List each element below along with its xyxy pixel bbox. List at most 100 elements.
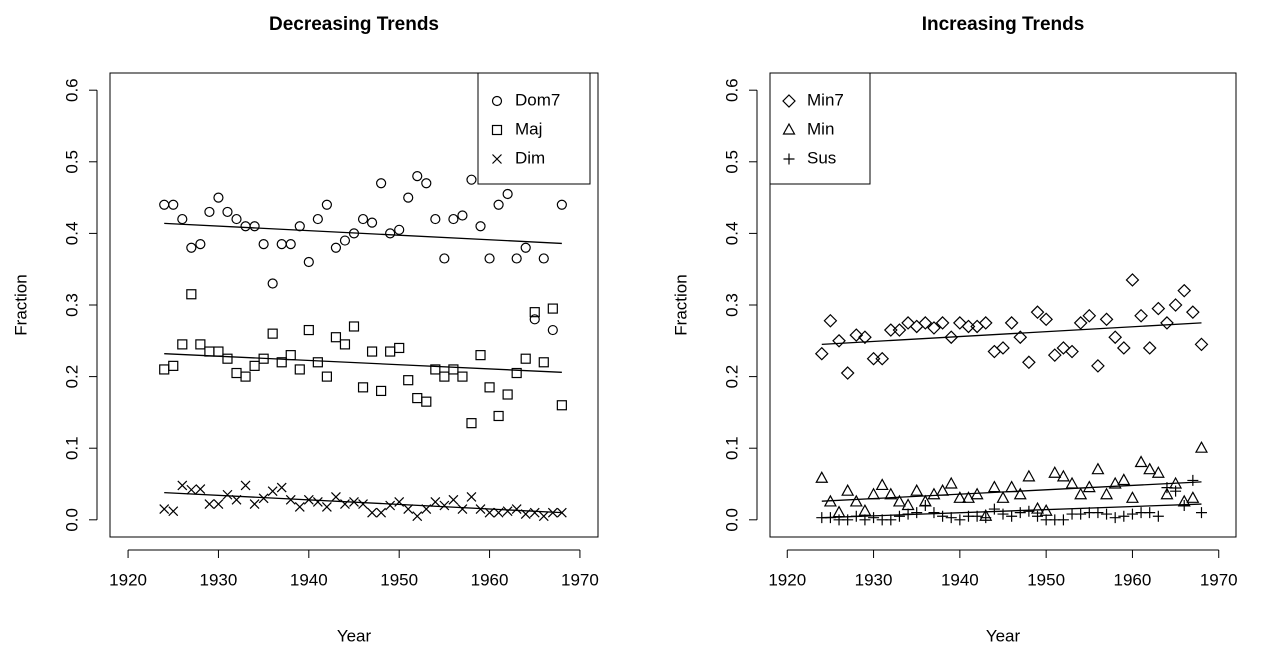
legend-label: Dim [515,148,545,167]
point [866,351,881,366]
point [276,239,287,250]
point [1160,487,1174,500]
point [357,382,369,393]
point [1194,440,1208,453]
point [421,396,432,407]
point [403,192,414,203]
point [556,507,567,518]
point [222,206,233,218]
point [927,321,941,335]
point [997,508,1009,520]
point [945,512,957,524]
point [988,503,1000,515]
point [996,341,1010,355]
point [529,314,540,325]
point [276,357,287,368]
y-tick-label: 0.0 [722,508,741,532]
point [987,344,1002,359]
point [258,239,269,250]
point [439,371,450,382]
x-tick-label: 1970 [1200,570,1238,589]
point [285,239,296,250]
point [849,494,863,507]
point [1142,341,1157,355]
point [213,499,224,509]
point [547,324,558,336]
point [321,371,332,382]
point [357,213,369,225]
point [430,364,441,375]
point [538,511,549,522]
y-tick-label: 0.2 [62,365,81,389]
point [868,512,880,524]
x-tick-label: 1920 [768,570,806,589]
legend-label: Dom7 [515,90,560,109]
point [240,480,251,491]
legend-symbol [782,94,796,108]
point [901,316,915,330]
point [815,471,829,483]
point [875,478,889,491]
point [980,512,992,524]
y-tick-label: 0.1 [62,436,81,460]
point [1039,312,1053,327]
point [1186,491,1200,503]
point [394,224,405,235]
point [466,418,477,429]
point [1186,305,1200,320]
point [832,333,846,348]
point [195,339,206,350]
point [928,507,940,519]
point [312,357,323,368]
point [1178,499,1190,511]
point [511,367,522,379]
point [1126,508,1138,520]
point [258,493,269,504]
point [511,253,522,264]
point [961,319,976,334]
point [953,316,967,330]
x-tick-label: 1970 [561,570,599,589]
point [312,213,323,225]
y-axis-label: Fraction [11,274,30,335]
x-tick-label: 1940 [290,570,328,589]
point [1056,469,1070,482]
point [1143,462,1157,475]
point [484,253,495,264]
point [1014,507,1026,519]
point [231,367,242,379]
point [547,303,558,314]
point [1152,510,1164,522]
point [213,192,224,203]
point [520,242,531,253]
point [385,346,396,357]
point [385,228,396,239]
x-tick-label: 1950 [1027,570,1065,589]
point [1100,487,1114,500]
trend-line [821,503,1202,519]
point [285,350,296,361]
point [249,499,260,509]
point [883,323,898,337]
y-tick-label: 0.3 [62,293,81,317]
point [1065,344,1079,359]
point [502,506,513,517]
point [1151,466,1165,478]
point [1108,330,1123,345]
point [439,253,450,264]
point [186,242,197,253]
point [814,346,829,361]
point [556,199,567,210]
legend-label: Min [807,119,834,138]
y-tick-label: 0.2 [722,365,741,389]
y-tick-label: 0.5 [722,150,741,174]
point [403,504,414,514]
trend-line [821,322,1202,346]
x-tick-label: 1950 [380,570,418,589]
point [909,319,924,334]
point [840,366,855,380]
point [267,486,278,497]
point [430,496,441,507]
point [529,507,540,518]
